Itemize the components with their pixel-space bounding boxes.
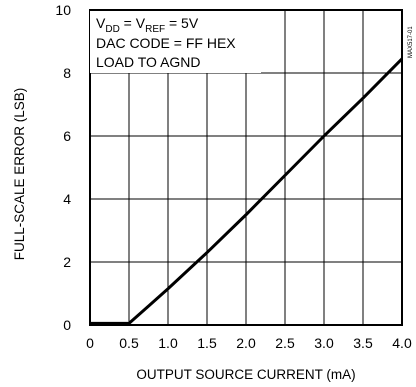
figure-id-watermark: MAX517-01	[408, 26, 414, 58]
y-tick-label: 10	[55, 2, 71, 18]
x-tick-label: 3.0	[314, 335, 334, 351]
x-tick-label: 4.0	[392, 335, 412, 351]
annotation-line-3: LOAD TO AGND	[96, 54, 201, 70]
y-tick-label: 6	[63, 128, 71, 144]
annotation-line-1: VDD = VREF = 5V	[96, 15, 199, 35]
x-tick-label: 3.5	[353, 335, 373, 351]
y-tick-label: 2	[63, 254, 71, 270]
x-tick-label: 1.0	[158, 335, 178, 351]
x-tick-label: 0	[86, 335, 94, 351]
x-axis-title: OUTPUT SOURCE CURRENT (mA)	[136, 367, 355, 382]
x-tick-label: 0.5	[119, 335, 139, 351]
series-layer	[90, 57, 404, 325]
y-tick-label: 8	[63, 65, 71, 81]
y-tick-label: 0	[63, 317, 71, 333]
annotation-box	[90, 11, 261, 73]
plot-frame	[89, 9, 403, 326]
x-tick-label: 2.0	[236, 335, 256, 351]
annotation-line-2: DAC CODE = FF HEX	[96, 35, 236, 51]
y-tick-label: 4	[63, 191, 71, 207]
x-tick-label: 1.5	[197, 335, 217, 351]
series-line-0	[90, 57, 404, 325]
y-axis-title: FULL-SCALE ERROR (LSB)	[12, 88, 27, 261]
tick-labels: 0 0.5 1.0 1.5 2.0 2.5 3.0 3.5 4.0 0 2 4 6 8 10	[55, 2, 412, 351]
x-tick-label: 2.5	[275, 335, 295, 351]
